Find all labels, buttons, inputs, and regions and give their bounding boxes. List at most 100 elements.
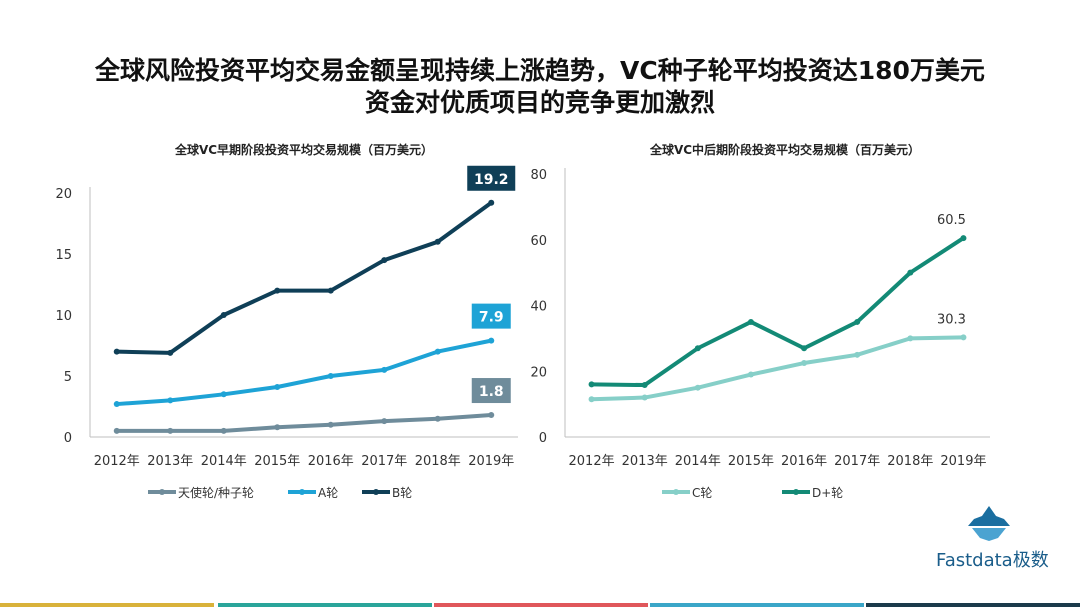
data-point (220, 391, 227, 398)
x-tick-label: 2013年 (622, 454, 668, 469)
series-line-1 (114, 338, 494, 407)
data-point (274, 287, 281, 294)
data-point (588, 381, 595, 388)
data-point (641, 394, 648, 401)
end-value-box (467, 165, 516, 191)
y-tick-label: 5 (64, 370, 72, 385)
x-tick-label: 2016年 (308, 454, 354, 469)
data-point (641, 382, 648, 389)
data-point (113, 401, 120, 408)
x-tick-label: 2015年 (254, 454, 300, 469)
legend-marker (673, 489, 679, 495)
x-tick-label: 2014年 (201, 454, 247, 469)
data-point (220, 312, 227, 318)
data-point (747, 318, 754, 325)
page-title-line2: 资金对优质项目的竞争更加激烈 (364, 88, 715, 117)
data-point (381, 257, 388, 264)
end-value-label: 60.5 (937, 213, 966, 228)
end-value-label: 7.9 (479, 310, 504, 326)
y-tick-label: 80 (530, 168, 547, 183)
data-point (694, 384, 701, 391)
legend-label: D+轮 (812, 486, 843, 500)
data-point (960, 334, 967, 341)
brand-logo-text: Fastdata极数 (936, 550, 1049, 571)
data-point (274, 424, 281, 431)
series-line-2 (114, 200, 494, 355)
x-tick-label: 2014年 (675, 454, 721, 469)
x-tick-label: 2012年 (94, 454, 140, 469)
legend-marker (299, 489, 305, 495)
data-point (113, 348, 120, 355)
data-point (801, 345, 808, 352)
chart-early-stage: 全球VC早期阶段投资平均交易规模（百万美元） 0 5 10 15 20 2012年 2013年… (55, 142, 518, 500)
data-point (694, 345, 701, 352)
x-tick-label: 2015年 (728, 454, 774, 469)
x-tick-label: 2017年 (361, 454, 407, 469)
data-point (488, 412, 495, 419)
data-point (113, 427, 120, 434)
x-tick-label: 2018年 (887, 454, 933, 469)
legend-marker (159, 489, 165, 495)
data-point (274, 383, 281, 390)
end-value-label: 19.2 (474, 172, 509, 188)
x-tick-label: 2019年 (940, 454, 986, 469)
data-point (327, 287, 334, 294)
y-tick-label: 60 (530, 234, 547, 249)
data-point (167, 397, 174, 404)
x-tick-label: 2016年 (781, 454, 827, 469)
chart-title: 全球VC中后期阶段投资平均交易规模（百万美元） (649, 142, 920, 157)
x-tick-label: 2012年 (569, 454, 615, 469)
data-point (907, 269, 914, 276)
data-point (747, 371, 754, 378)
data-point (488, 199, 495, 206)
legend-marker (373, 489, 379, 495)
footer-bar-segment (434, 603, 648, 607)
y-tick-label: 20 (530, 365, 547, 380)
series-line-1 (589, 236, 966, 388)
data-point (907, 335, 914, 342)
data-point (434, 415, 441, 422)
end-value-label: 1.8 (479, 384, 504, 400)
y-tick-label: 0 (539, 431, 547, 446)
data-point (434, 348, 441, 355)
y-tick-label: 20 (55, 187, 72, 202)
y-tick-label: 0 (64, 431, 72, 446)
data-point (327, 373, 334, 379)
data-point (588, 396, 595, 403)
x-tick-label: 2019年 (468, 454, 514, 469)
data-point (381, 366, 388, 373)
page-title-line1: 全球风险投资平均交易金额呈现持续上涨趋势，VC种子轮平均投资达180万美元 (95, 56, 985, 85)
end-value-box (471, 303, 511, 329)
footer-bar-segment (650, 603, 864, 607)
footer-bar-segment (0, 603, 214, 607)
data-point (434, 238, 441, 245)
series-line-0 (114, 413, 494, 433)
footer-bar-segment (866, 603, 1080, 607)
legend-label: A轮 (318, 486, 338, 500)
legend-marker (793, 489, 799, 495)
x-tick-label: 2017年 (834, 454, 880, 469)
y-tick-label: 15 (55, 248, 72, 263)
data-point (327, 421, 334, 428)
legend-label: 天使轮/种子轮 (178, 485, 254, 500)
y-tick-label: 10 (55, 309, 72, 324)
data-point (960, 235, 967, 242)
data-point (488, 337, 495, 344)
x-tick-label: 2013年 (147, 454, 193, 469)
legend-label: C轮 (692, 486, 712, 500)
x-tick-label: 2018年 (415, 454, 461, 469)
footer-bar-segment (218, 603, 432, 607)
series-line-0 (589, 335, 966, 402)
data-point (854, 318, 861, 325)
end-value-label: 30.3 (937, 312, 966, 327)
data-point (167, 349, 174, 356)
data-point (167, 427, 174, 434)
data-point (381, 418, 388, 425)
data-point (854, 351, 861, 358)
y-tick-label: 40 (530, 300, 547, 315)
legend-label: B轮 (392, 486, 412, 500)
end-value-box (471, 378, 511, 404)
data-point (801, 360, 808, 367)
data-point (220, 427, 227, 434)
